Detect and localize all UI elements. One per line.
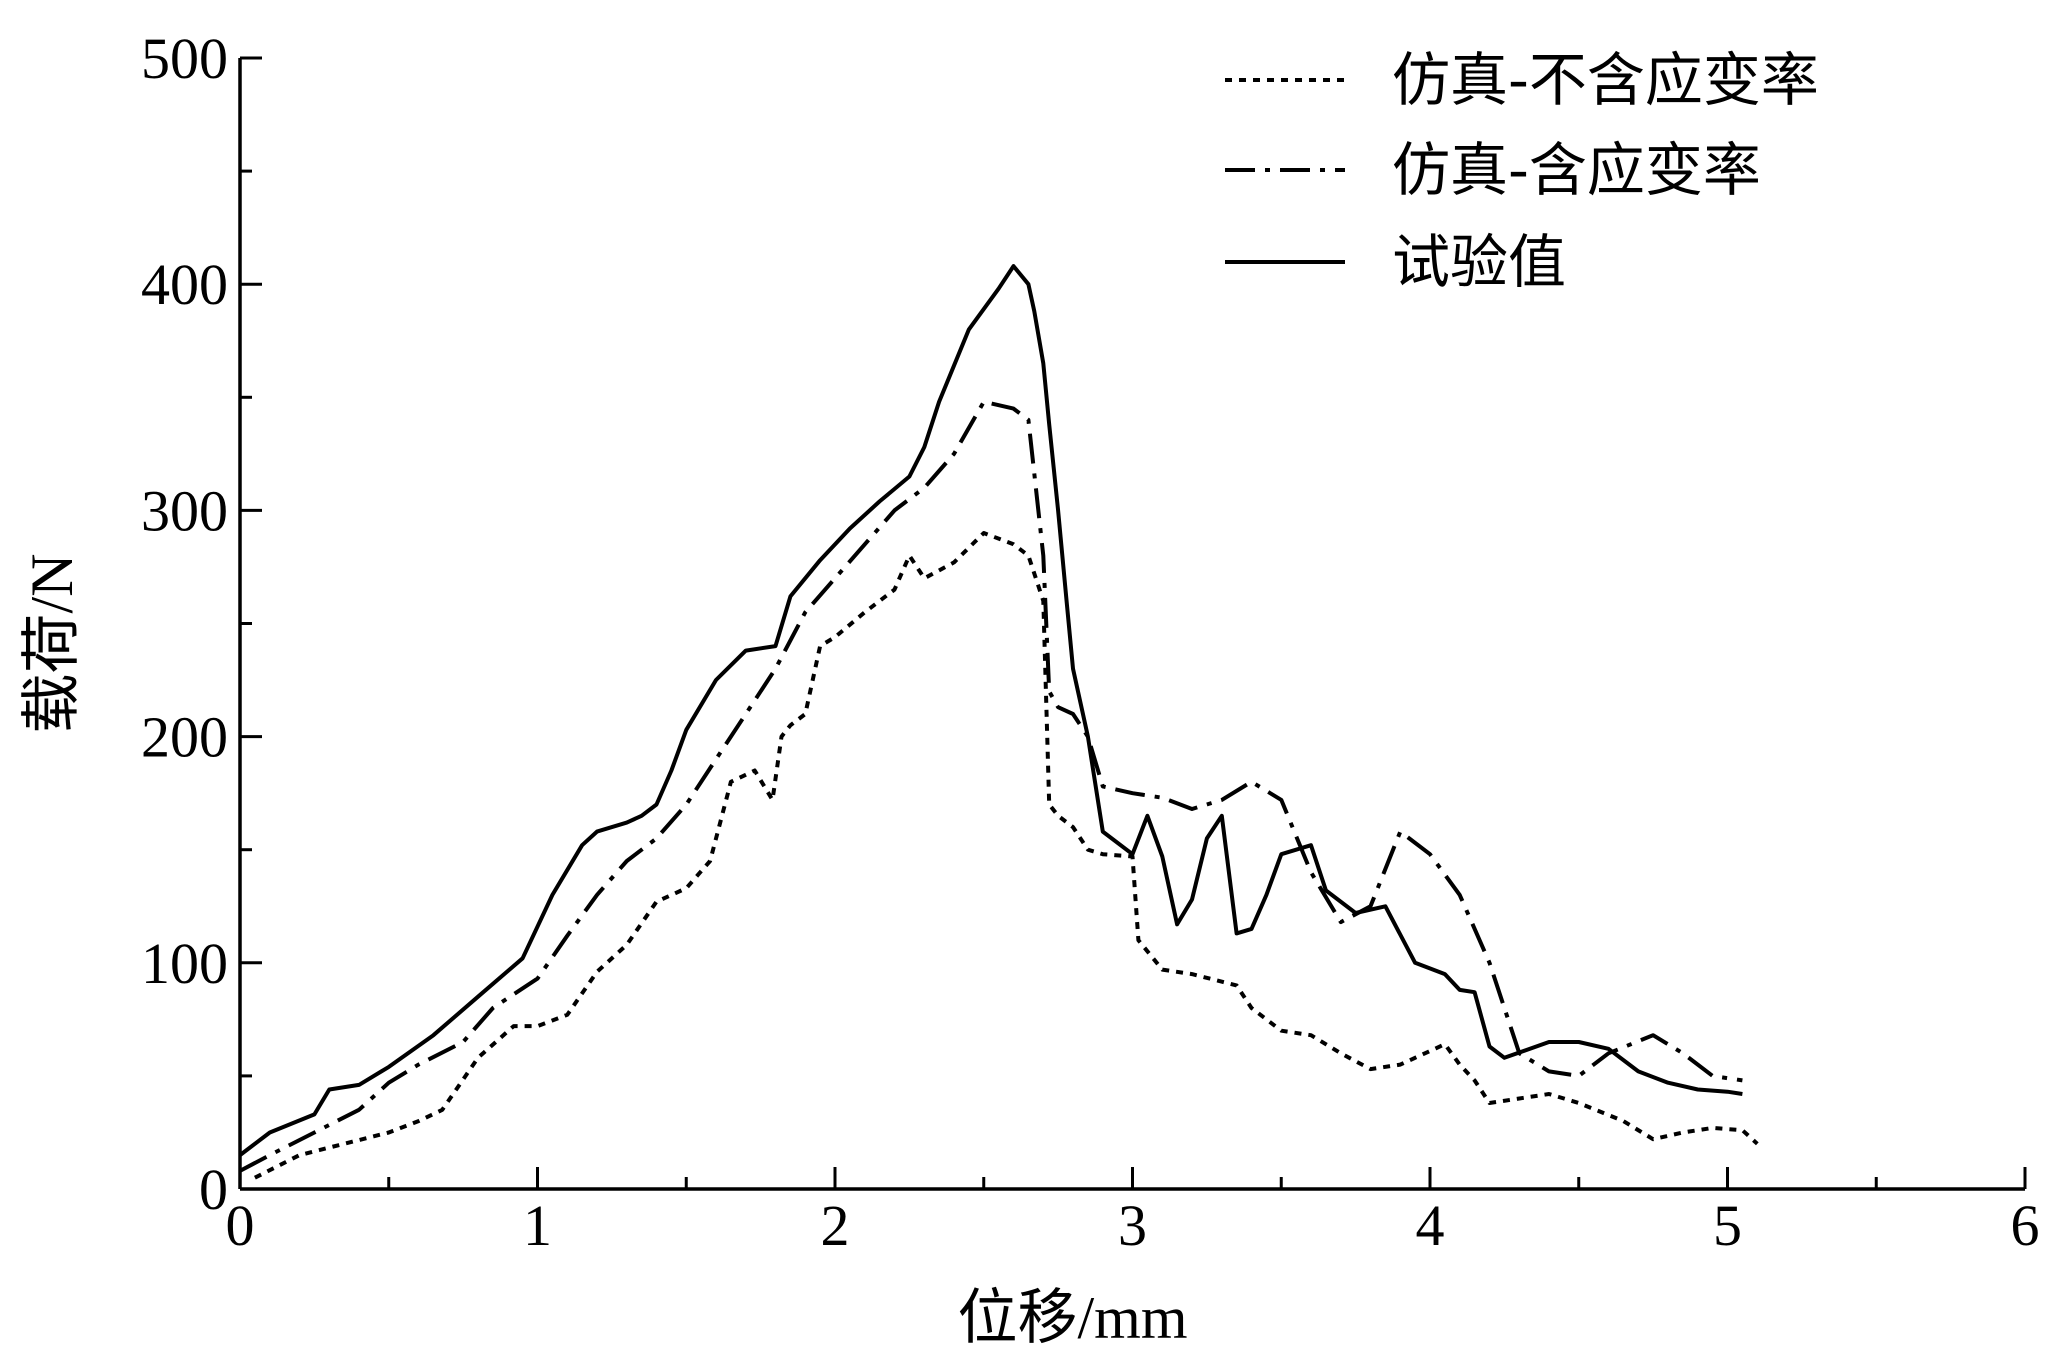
series-line-2 [239, 399, 1743, 1173]
x-tick-label: 1 [523, 1193, 552, 1258]
axes: 0 1 2 3 4 5 6 0 100 200 300 400 500 [141, 26, 2040, 1258]
x-tick-label: 0 [226, 1193, 255, 1258]
legend-label-2: 仿真-含应变率 [1392, 136, 1761, 204]
y-tick-label: 100 [141, 931, 228, 996]
y-axis-title: 载荷/N [19, 554, 85, 734]
legend-label-1: 仿真-不含应变率 [1392, 46, 1819, 114]
legend-label-3: 试验值 [1392, 228, 1566, 296]
y-tick-label: 300 [141, 478, 228, 543]
y-tick-label: 200 [141, 705, 228, 770]
series-line-1 [253, 531, 1759, 1180]
x-tick-label: 3 [1118, 1193, 1147, 1258]
x-tick-label: 4 [1416, 1193, 1445, 1258]
series-line-3 [238, 264, 1743, 1157]
y-tick-label: 0 [199, 1157, 228, 1222]
y-tick-label: 400 [141, 252, 228, 317]
y-tick-label: 500 [141, 26, 228, 91]
x-tick-label: 5 [1713, 1193, 1742, 1258]
x-axis-title: 位移/mm [957, 1285, 1187, 1351]
x-tick-label: 6 [2011, 1193, 2040, 1258]
x-tick-label: 2 [821, 1193, 850, 1258]
series-layer [238, 264, 1759, 1180]
